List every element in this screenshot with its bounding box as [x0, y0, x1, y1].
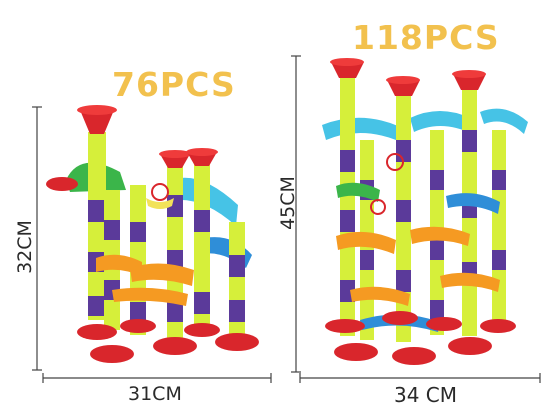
right-marble-run	[322, 58, 528, 365]
left-set-piece-count: 76PCS	[112, 65, 236, 104]
left-marble-run	[46, 105, 259, 363]
left-set-width-label: 31CM	[128, 383, 182, 405]
dimension-lines	[32, 55, 541, 383]
right-set-piece-count: 118PCS	[352, 18, 500, 57]
right-set-width-label: 34 CM	[394, 383, 458, 407]
